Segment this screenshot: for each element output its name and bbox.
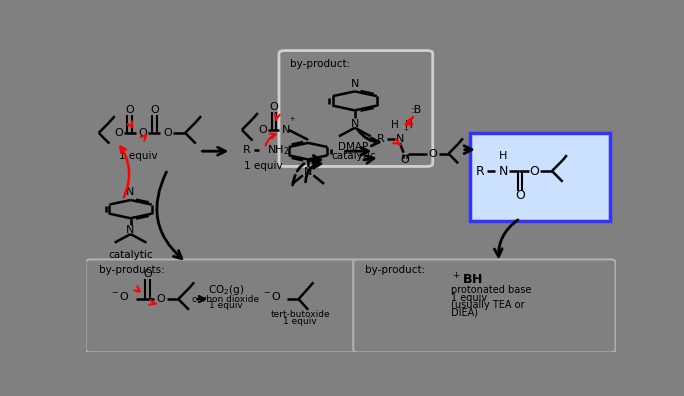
- Text: O: O: [270, 102, 278, 112]
- Text: O: O: [157, 294, 165, 304]
- Text: N: N: [395, 134, 404, 144]
- Text: DIEA): DIEA): [451, 308, 478, 318]
- Text: N: N: [304, 167, 313, 177]
- Text: (usually TEA or: (usually TEA or: [451, 300, 525, 310]
- Text: O: O: [143, 269, 152, 279]
- Text: R: R: [476, 164, 485, 177]
- Text: by-products:: by-products:: [98, 265, 165, 274]
- Text: O: O: [150, 105, 159, 115]
- Text: CO$_2$(g): CO$_2$(g): [208, 283, 244, 297]
- Text: O: O: [114, 128, 122, 138]
- Text: by-product:: by-product:: [289, 59, 350, 69]
- Text: O: O: [163, 128, 172, 138]
- Text: carbon dioxide: carbon dioxide: [192, 295, 259, 304]
- Text: 1 equiv: 1 equiv: [451, 293, 488, 303]
- Text: 1 equiv: 1 equiv: [283, 316, 317, 326]
- Text: $^+$BH: $^+$BH: [451, 272, 484, 287]
- Text: :B: :B: [411, 105, 423, 115]
- Text: $^+$: $^+$: [402, 127, 410, 136]
- Text: $^-$O: $^-$O: [261, 290, 282, 302]
- Text: O: O: [401, 155, 410, 166]
- Text: N: N: [351, 119, 359, 129]
- Text: N: N: [282, 125, 290, 135]
- FancyBboxPatch shape: [353, 259, 616, 352]
- FancyBboxPatch shape: [470, 133, 610, 221]
- Text: O: O: [529, 164, 540, 177]
- FancyBboxPatch shape: [279, 51, 433, 166]
- Text: H: H: [405, 120, 412, 130]
- Text: N: N: [499, 164, 508, 177]
- Text: protonated base: protonated base: [451, 285, 531, 295]
- Text: N: N: [351, 79, 359, 89]
- Text: R: R: [244, 145, 251, 155]
- Text: O: O: [515, 189, 525, 202]
- Text: O: O: [138, 128, 147, 138]
- Text: catalytic: catalytic: [108, 250, 153, 260]
- Text: 1 equiv: 1 equiv: [119, 151, 158, 161]
- Text: 1 equiv: 1 equiv: [209, 301, 243, 310]
- Text: tert-butoxide: tert-butoxide: [270, 310, 330, 319]
- Text: NH$_2$: NH$_2$: [267, 143, 289, 156]
- Text: $^-$O: $^-$O: [111, 290, 131, 302]
- Text: O: O: [259, 125, 267, 135]
- Text: O: O: [125, 105, 134, 115]
- Text: H: H: [391, 120, 398, 130]
- Text: R: R: [377, 134, 384, 144]
- Text: O: O: [428, 148, 437, 159]
- Text: N: N: [127, 225, 135, 236]
- Text: H: H: [499, 151, 508, 161]
- Text: by-product:: by-product:: [365, 265, 425, 274]
- FancyBboxPatch shape: [86, 259, 358, 352]
- Text: 1 equiv: 1 equiv: [244, 162, 282, 171]
- Text: $^+$: $^+$: [287, 116, 296, 126]
- Text: catalytic: catalytic: [331, 151, 376, 162]
- Text: N: N: [127, 187, 135, 197]
- Text: DMAP: DMAP: [338, 142, 368, 152]
